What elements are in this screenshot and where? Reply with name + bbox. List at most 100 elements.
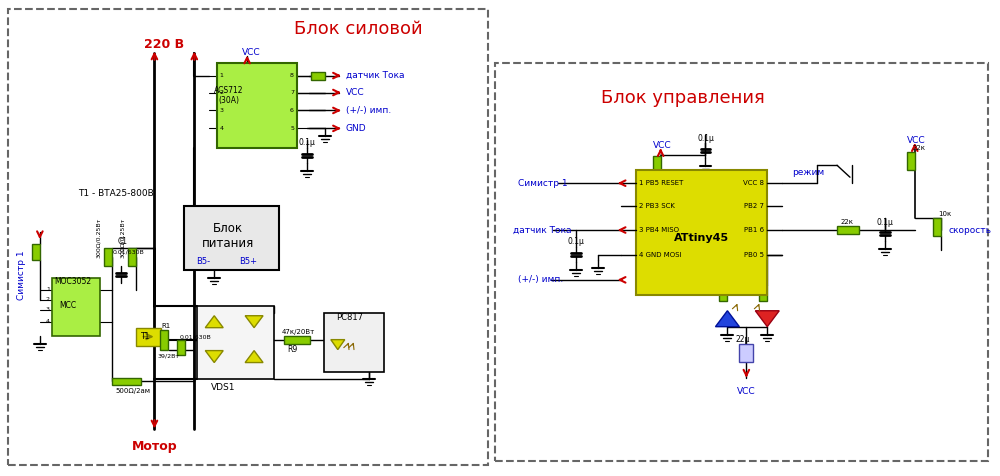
Text: 22к: 22к: [840, 219, 853, 225]
Bar: [837, 226, 859, 234]
Text: 7: 7: [290, 90, 294, 95]
Bar: [324, 313, 384, 372]
Text: MCC: MCC: [59, 301, 76, 310]
Bar: [177, 340, 185, 355]
Text: Блок: Блок: [213, 221, 243, 235]
Text: 22к: 22к: [913, 145, 926, 151]
Bar: [52, 278, 100, 336]
Text: VCC: VCC: [242, 48, 261, 57]
Text: VCC: VCC: [737, 387, 756, 396]
Text: ACS712: ACS712: [214, 86, 244, 95]
Text: T1 - ВТА25-800B: T1 - ВТА25-800B: [78, 188, 153, 198]
Text: R9: R9: [287, 345, 297, 354]
Text: 3 PB4 MISO: 3 PB4 MISO: [639, 227, 679, 233]
Text: 1: 1: [219, 73, 223, 78]
Bar: [32, 244, 40, 260]
Text: Мотор: Мотор: [132, 440, 177, 453]
Text: 300Ω/0.25Вт: 300Ω/0.25Вт: [96, 218, 101, 258]
Text: PB2 7: PB2 7: [744, 203, 764, 209]
Text: скорость: скорость: [949, 226, 992, 235]
Text: VDS1: VDS1: [211, 383, 235, 392]
Text: VCC: VCC: [907, 136, 925, 145]
Bar: [104, 248, 112, 266]
Text: 2 PB3 SCK: 2 PB3 SCK: [639, 203, 675, 209]
Text: VCC 8: VCC 8: [743, 180, 764, 186]
Text: (+/-) имп.: (+/-) имп.: [346, 106, 391, 115]
Bar: [184, 206, 279, 270]
Polygon shape: [205, 316, 223, 327]
Text: 4: 4: [219, 126, 223, 131]
Bar: [719, 285, 727, 301]
Text: Блок силовой: Блок силовой: [294, 20, 423, 38]
Bar: [739, 344, 753, 362]
Polygon shape: [245, 351, 263, 363]
Bar: [112, 377, 141, 386]
Text: T1: T1: [141, 332, 150, 341]
Text: режим: режим: [792, 168, 824, 177]
Text: (+/-) имп.: (+/-) имп.: [518, 275, 563, 284]
Text: 4: 4: [46, 319, 50, 324]
Polygon shape: [205, 351, 223, 363]
Text: 0.01/630В: 0.01/630В: [179, 334, 211, 339]
Text: 0.1μ: 0.1μ: [299, 138, 316, 147]
Text: 6: 6: [290, 108, 294, 113]
Text: GND: GND: [346, 124, 366, 133]
Text: 2: 2: [46, 298, 50, 302]
Text: 22μ: 22μ: [735, 335, 750, 344]
Text: 5: 5: [290, 126, 294, 131]
Bar: [160, 330, 168, 349]
Text: 4 GND MOSI: 4 GND MOSI: [639, 252, 681, 258]
Text: 2: 2: [219, 90, 223, 95]
Bar: [128, 248, 136, 266]
Bar: [495, 63, 988, 461]
Text: 10к: 10к: [939, 211, 952, 217]
Text: 0.1μ: 0.1μ: [877, 218, 894, 227]
Text: 3: 3: [219, 108, 223, 113]
Text: датчик Тока: датчик Тока: [346, 71, 404, 80]
Bar: [933, 218, 941, 236]
Polygon shape: [755, 311, 779, 327]
Text: 0.1μ: 0.1μ: [698, 134, 714, 143]
Text: 220 В: 220 В: [144, 38, 184, 51]
Text: 0.01/630В: 0.01/630В: [113, 249, 144, 255]
Polygon shape: [715, 311, 739, 327]
Text: 39/2Вт: 39/2Вт: [157, 353, 179, 358]
Text: 500Ω/2ам: 500Ω/2ам: [116, 388, 151, 395]
Text: R1: R1: [161, 323, 171, 329]
Text: B5-: B5-: [196, 258, 210, 267]
Bar: [636, 170, 767, 295]
Polygon shape: [331, 340, 345, 349]
Text: 1 PB5 RESET: 1 PB5 RESET: [639, 180, 683, 186]
Text: питания: питания: [202, 238, 254, 250]
Text: VCC: VCC: [653, 141, 671, 150]
Text: C1: C1: [118, 238, 128, 247]
Text: 0.1μ: 0.1μ: [568, 238, 585, 247]
Text: B5+: B5+: [239, 258, 257, 267]
Bar: [311, 71, 325, 79]
Bar: [136, 327, 161, 346]
Text: MOC3052: MOC3052: [54, 278, 91, 287]
Bar: [653, 156, 661, 172]
Text: Блок управления: Блок управления: [601, 89, 764, 108]
Text: 1: 1: [46, 288, 50, 292]
Bar: [8, 9, 488, 465]
Text: датчик Тока: датчик Тока: [513, 226, 572, 235]
Bar: [197, 306, 274, 379]
Text: 47к/20Вт: 47к/20Вт: [282, 328, 315, 335]
Bar: [759, 285, 767, 301]
Polygon shape: [245, 316, 263, 327]
Text: PC817: PC817: [336, 313, 363, 322]
Text: Симистр 1: Симистр 1: [17, 250, 26, 300]
Bar: [907, 152, 915, 170]
Bar: [284, 336, 310, 344]
Text: (30A): (30A): [219, 96, 240, 105]
Text: VCC: VCC: [346, 88, 364, 97]
Text: PB1 6: PB1 6: [744, 227, 764, 233]
Text: ATtiny45: ATtiny45: [674, 232, 729, 242]
Text: 8: 8: [290, 73, 294, 78]
Text: 3: 3: [46, 307, 50, 312]
Text: Симистр 1: Симистр 1: [518, 178, 568, 188]
Text: 300Ω/0.25Вт: 300Ω/0.25Вт: [120, 218, 125, 258]
Text: PB0 5: PB0 5: [744, 252, 764, 258]
Bar: [217, 63, 297, 149]
